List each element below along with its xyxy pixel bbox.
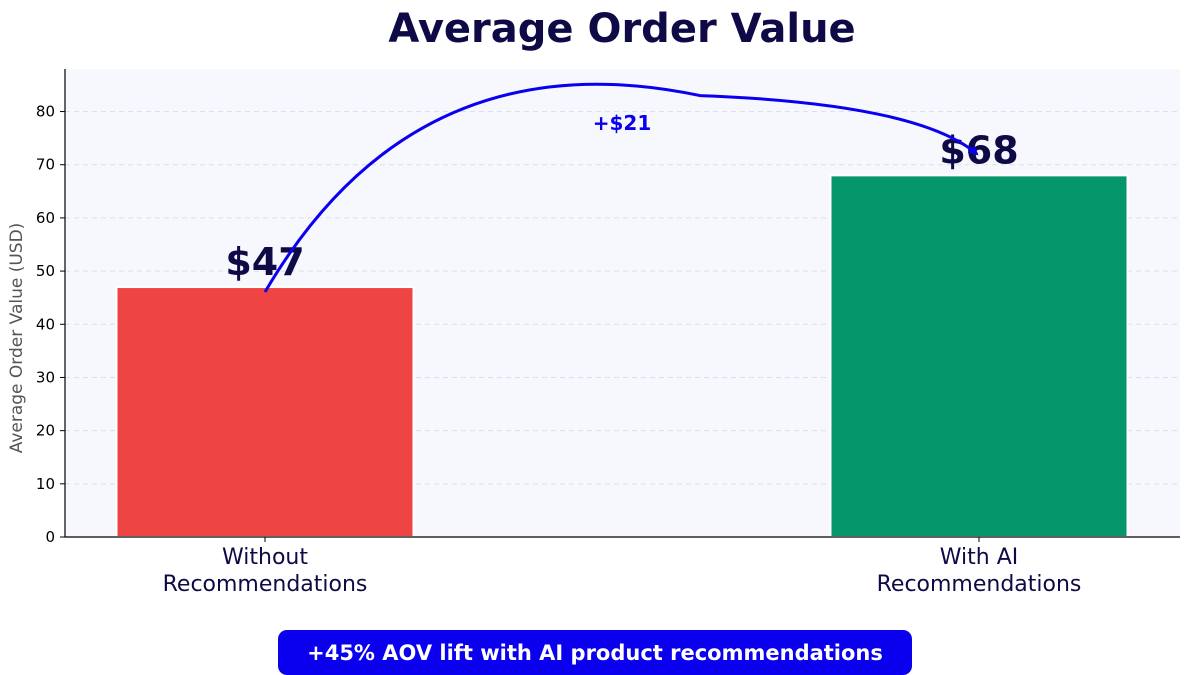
x-tick-label-line: Without — [222, 545, 308, 570]
x-tick-label-line: With AI — [940, 545, 1018, 570]
bars — [115, 174, 1129, 538]
y-tick-label: 50 — [36, 262, 55, 280]
y-tick-label: 30 — [36, 368, 55, 386]
difference-label: +$21 — [593, 111, 652, 135]
x-tick-label-line: Recommendations — [163, 572, 368, 597]
bar — [829, 174, 1129, 538]
y-tick-label: 70 — [36, 156, 55, 174]
bar — [115, 286, 415, 538]
summary-banner: +45% AOV lift with AI product recommenda… — [278, 630, 912, 675]
data-labels: $47 $68 — [225, 128, 1018, 284]
difference-arrow — [263, 82, 979, 293]
x-tick-label: Without Recommendations — [163, 545, 368, 597]
y-axis-ticks: 0 10 20 30 40 50 60 70 80 — [36, 103, 65, 546]
y-tick-label: 40 — [36, 315, 55, 333]
y-tick-label: 80 — [36, 103, 55, 121]
x-tick-label-line: Recommendations — [877, 572, 1082, 597]
chart-title: Average Order Value — [388, 6, 855, 52]
x-tick-label: With AI Recommendations — [877, 545, 1082, 597]
axes — [64, 69, 1180, 538]
y-axis-label: Average Order Value (USD) — [7, 223, 27, 454]
data-label: $68 — [939, 128, 1018, 172]
y-tick-label: 0 — [45, 528, 55, 546]
y-tick-label: 20 — [36, 422, 55, 440]
y-tick-label: 10 — [36, 475, 55, 493]
y-tick-label: 60 — [36, 209, 55, 227]
data-label: $47 — [225, 240, 304, 284]
